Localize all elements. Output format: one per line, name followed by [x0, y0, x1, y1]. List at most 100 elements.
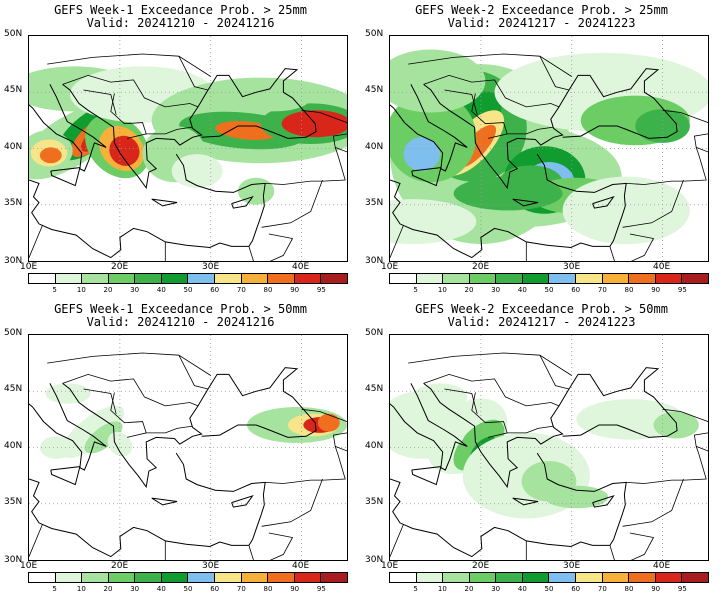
- colorbar-segment: [321, 573, 347, 582]
- longitude-label: 40E: [292, 262, 310, 272]
- colorbar-segment: [390, 573, 417, 582]
- probability-contour: [562, 176, 690, 245]
- colorbar-label: 50: [183, 585, 193, 593]
- colorbar-segment: [294, 573, 322, 582]
- probability-contour: [317, 413, 340, 432]
- colorbar-label: 70: [236, 585, 246, 593]
- country-border: [629, 233, 655, 261]
- map-panel: GEFS Week-1 Exceedance Prob. > 25mm Valid…: [0, 0, 361, 299]
- country-border: [444, 388, 478, 414]
- colorbar-segment: [496, 274, 523, 283]
- colorbar-label: 80: [263, 286, 273, 294]
- country-border: [622, 179, 684, 228]
- country-border: [539, 355, 570, 390]
- country-border: [261, 179, 323, 228]
- colorbar-label: 60: [571, 286, 581, 294]
- country-border: [696, 147, 708, 153]
- colorbar-label: 70: [236, 286, 246, 294]
- country-border: [29, 224, 43, 259]
- longitude-label: 40E: [653, 262, 671, 272]
- longitude-label: 30E: [202, 561, 220, 571]
- colorbar-segment: [602, 274, 630, 283]
- country-border: [248, 545, 254, 560]
- colorbar-segment: [416, 573, 444, 582]
- colorbar-segment: [161, 274, 189, 283]
- longitude-label: 40E: [292, 561, 310, 571]
- country-border: [444, 89, 478, 115]
- colorbar-label: 95: [677, 286, 687, 294]
- colorbar-segment: [55, 274, 83, 283]
- coastline: [390, 383, 468, 471]
- longitude-label: 20E: [111, 262, 129, 272]
- country-border: [62, 74, 199, 108]
- probability-map: [28, 334, 348, 561]
- colorbar-label: 80: [263, 585, 273, 593]
- latitude-label: 50N: [365, 29, 384, 39]
- colorbar-label: 30: [130, 585, 140, 593]
- coastline: [231, 195, 254, 209]
- coastline: [29, 179, 249, 259]
- coastline: [592, 494, 615, 508]
- colorbar-label: 90: [290, 585, 300, 593]
- colorbar-label: 10: [76, 286, 86, 294]
- colorbar-segment: [55, 573, 83, 582]
- colorbar-segment: [241, 274, 269, 283]
- country-border: [390, 224, 404, 259]
- colorbar-label: 30: [491, 585, 501, 593]
- colorbar-segment: [215, 274, 242, 283]
- coastline: [29, 383, 107, 471]
- country-border: [507, 425, 554, 434]
- latitude-label: 50N: [365, 328, 384, 338]
- latitude-label: 50N: [4, 29, 23, 39]
- colorbar-label: 20: [103, 286, 113, 294]
- colorbar: [28, 572, 348, 583]
- coastline: [29, 84, 107, 172]
- latitude-label: 45N: [365, 85, 384, 95]
- coastline: [50, 466, 81, 486]
- colorbar-segment: [215, 573, 242, 582]
- colorbar-segment: [135, 573, 162, 582]
- colorbar-segment: [82, 274, 109, 283]
- coastline: [536, 452, 627, 546]
- colorbar-label: 40: [517, 286, 527, 294]
- country-border: [626, 133, 708, 185]
- country-border: [29, 523, 43, 558]
- map-svg: [390, 36, 708, 261]
- probability-contour: [39, 147, 62, 164]
- panel-valid-dates: Valid: 20241217 - 20241223: [447, 315, 636, 329]
- country-border: [47, 53, 211, 77]
- colorbar-segment: [496, 573, 523, 582]
- country-border: [629, 532, 655, 560]
- country-border: [471, 93, 508, 139]
- country-border: [265, 432, 347, 484]
- colorbar-segment: [655, 274, 683, 283]
- colorbar-segment: [294, 274, 322, 283]
- latitude-label: 40N: [4, 441, 23, 451]
- colorbar-label: 60: [210, 286, 220, 294]
- coastline: [50, 167, 81, 187]
- colorbar-label: 80: [624, 286, 634, 294]
- country-border: [110, 392, 147, 438]
- longitude-label: 20E: [111, 561, 129, 571]
- latitude-label: 45N: [4, 384, 23, 394]
- colorbar-segment: [268, 573, 295, 582]
- colorbar-label: 5: [52, 585, 57, 593]
- country-border: [261, 478, 323, 527]
- country-border: [83, 89, 117, 115]
- probability-contour: [84, 421, 123, 454]
- map-panel: GEFS Week-1 Exceedance Prob. > 50mm Valid…: [0, 299, 361, 598]
- colorbar-segment: [321, 274, 347, 283]
- coastline: [512, 198, 539, 207]
- country-border: [301, 109, 347, 124]
- colorbar-segment: [443, 274, 470, 283]
- country-border: [265, 133, 347, 185]
- latitude-label: 30N: [4, 256, 23, 266]
- colorbar-label: 70: [597, 585, 607, 593]
- country-border: [423, 373, 560, 407]
- colorbar-label: 80: [624, 585, 634, 593]
- colorbar-label: 60: [210, 585, 220, 593]
- probability-contour: [390, 199, 477, 245]
- probability-contour: [61, 405, 125, 458]
- colorbar-label: 60: [571, 585, 581, 593]
- country-border: [507, 126, 554, 135]
